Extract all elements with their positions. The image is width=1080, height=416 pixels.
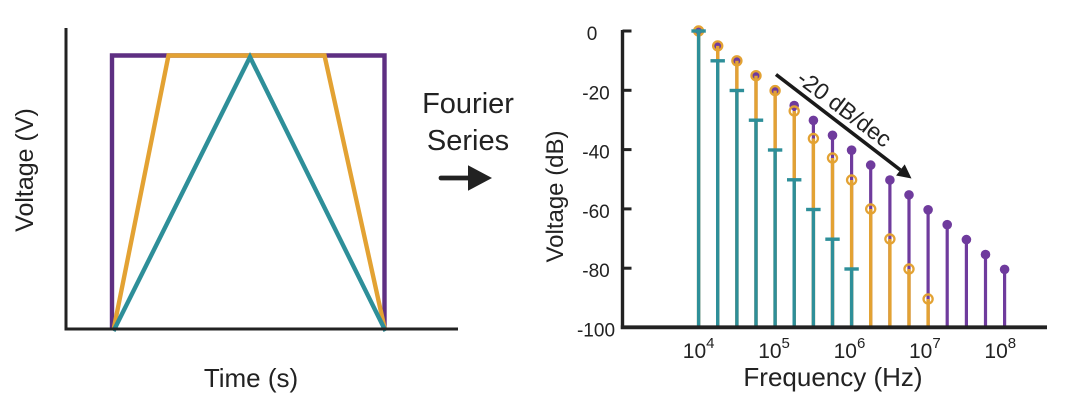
svg-text:-20: -20: [582, 83, 609, 104]
svg-text:Voltage (dB): Voltage (dB): [542, 130, 569, 262]
svg-text:Frequency (Hz): Frequency (Hz): [743, 362, 922, 392]
svg-text:Time (s): Time (s): [204, 363, 298, 393]
svg-text:-40: -40: [582, 143, 609, 164]
svg-text:Series: Series: [427, 125, 509, 157]
svg-text:0: 0: [587, 24, 598, 45]
svg-text:-60: -60: [582, 202, 609, 223]
svg-text:Fourier: Fourier: [422, 88, 514, 120]
svg-text:108: 108: [984, 335, 1016, 363]
svg-text:Voltage (V): Voltage (V): [11, 108, 39, 232]
svg-text:-100: -100: [577, 321, 615, 342]
svg-text:-80: -80: [582, 261, 609, 282]
